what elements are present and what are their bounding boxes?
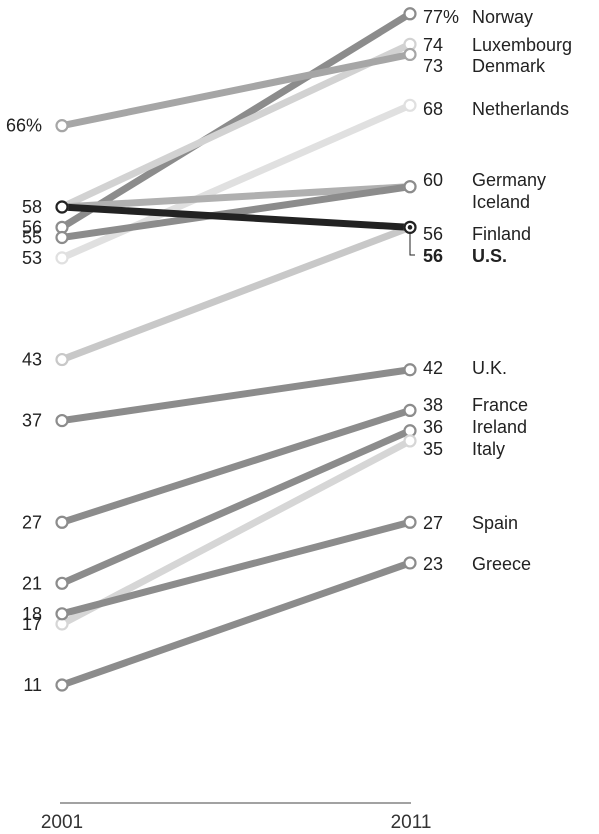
series-name-label-u-k: U.K. <box>472 358 507 378</box>
right-value-label-netherlands: 68 <box>423 99 443 119</box>
series-line-finland <box>58 223 414 364</box>
right-value-label-u-s: 56 <box>423 246 443 266</box>
series-line-iceland <box>58 183 414 242</box>
point-netherlands-2011 <box>403 98 417 112</box>
right-value-label-norway: 77% <box>423 7 459 27</box>
point-u-k-2011 <box>403 363 417 377</box>
series-name-label-netherlands: Netherlands <box>472 99 569 119</box>
series-line-italy <box>58 437 414 628</box>
point-u-s-2001 <box>55 200 69 214</box>
point-netherlands-2001 <box>55 251 69 265</box>
point-iceland-2011 <box>403 180 417 194</box>
series-line-ireland <box>58 427 414 587</box>
point-norway-2011 <box>403 7 417 21</box>
point-u-k-2001 <box>55 413 69 428</box>
point-iceland-2001 <box>55 230 69 245</box>
series-line-luxembourg <box>58 40 414 211</box>
left-value-label: 17 <box>22 614 42 634</box>
point-finland-2001 <box>55 352 69 367</box>
series-line-france <box>58 406 414 526</box>
series-name-label-iceland: Iceland <box>472 192 530 212</box>
series-name-label-finland: Finland <box>472 224 531 244</box>
point-ireland-2001 <box>55 576 69 590</box>
right-value-label-france: 38 <box>423 395 443 415</box>
series-name-label-germany: Germany <box>472 170 546 190</box>
us-leader-line <box>409 233 415 256</box>
right-value-label-spain: 27 <box>423 513 443 533</box>
series-name-label-norway: Norway <box>472 7 533 27</box>
series-name-label-denmark: Denmark <box>472 56 546 76</box>
point-spain-2001 <box>55 607 69 621</box>
series-name-label-luxembourg: Luxembourg <box>472 35 572 55</box>
right-value-label-luxembourg: 74 <box>423 35 443 55</box>
left-value-label: 56 <box>22 217 42 237</box>
point-italy-2011 <box>403 434 417 448</box>
x-tick-label-2011: 2011 <box>391 812 432 833</box>
right-value-label-u-k: 42 <box>423 358 443 378</box>
series-name-label-greece: Greece <box>472 554 531 574</box>
series-line-norway <box>58 10 414 231</box>
left-value-label: 53 <box>22 248 42 268</box>
right-value-label-greece: 23 <box>423 554 443 574</box>
point-spain-2011 <box>403 515 417 529</box>
right-value-label-ireland: 36 <box>423 417 443 437</box>
left-value-label: 55 <box>22 228 42 248</box>
series-line-u-s <box>58 203 414 231</box>
point-u-s-center-dot <box>407 225 413 230</box>
series-name-label-france: France <box>472 395 528 415</box>
series-lines <box>58 10 414 689</box>
series-markers <box>55 7 417 692</box>
left-value-label: 27 <box>22 512 42 532</box>
right-value-label-denmark: 73 <box>423 56 443 76</box>
point-denmark-2011 <box>403 47 417 62</box>
left-value-label: 37 <box>22 411 42 431</box>
x-tick-label-2001: 2001 <box>41 812 83 833</box>
left-value-label: 11 <box>23 675 42 695</box>
series-name-label-ireland: Ireland <box>472 417 527 437</box>
left-value-label: 21 <box>22 573 42 593</box>
point-france-2001 <box>55 515 69 529</box>
point-greece-2011 <box>403 556 417 570</box>
point-greece-2001 <box>55 678 69 692</box>
left-value-label: 18 <box>22 604 42 624</box>
left-value-label: 58 <box>22 197 42 217</box>
left-value-label: 66% <box>6 116 42 136</box>
series-line-spain <box>58 518 414 618</box>
left-value-label: 43 <box>22 350 42 370</box>
series-name-label-italy: Italy <box>472 439 505 459</box>
right-value-label-germany: 60 <box>423 170 443 190</box>
right-value-label-finland: 56 <box>423 224 443 244</box>
point-denmark-2001 <box>55 119 69 133</box>
series-line-germany <box>58 183 414 211</box>
series-name-label-u-s: U.S. <box>472 246 507 266</box>
point-france-2011 <box>403 403 417 418</box>
series-line-u-k <box>58 366 414 425</box>
series-line-greece <box>58 559 414 689</box>
right-value-label-italy: 35 <box>423 439 443 459</box>
series-name-label-spain: Spain <box>472 513 518 533</box>
series-line-denmark <box>58 50 414 130</box>
